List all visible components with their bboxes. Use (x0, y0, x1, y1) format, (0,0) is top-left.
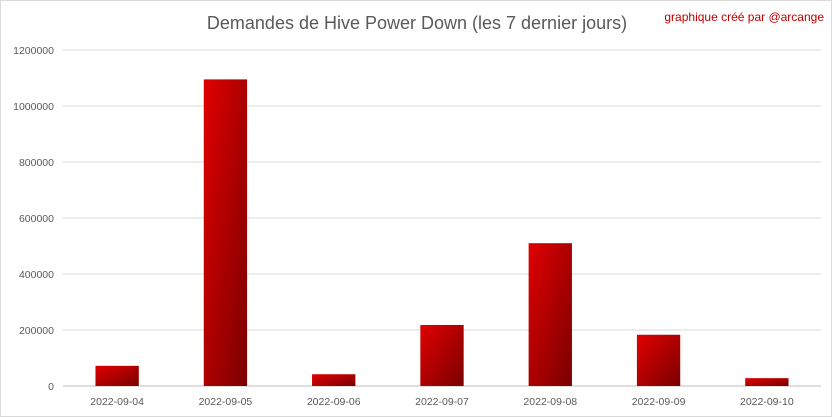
y-tick-label: 600000 (19, 213, 54, 225)
chart-title: Demandes de Hive Power Down (les 7 derni… (207, 13, 627, 33)
y-tick-label: 1000000 (13, 101, 54, 113)
x-tick-label: 2022-09-04 (90, 396, 144, 408)
y-tick-label: 1200000 (13, 45, 54, 57)
x-tick-label: 2022-09-07 (415, 396, 469, 408)
y-tick-label: 800000 (19, 157, 54, 169)
chart-credit: graphique créé par @arcange (664, 10, 824, 24)
bar-2022-09-06 (312, 374, 356, 386)
gridlines (63, 49, 821, 387)
bar-2022-09-05 (203, 79, 248, 387)
x-tick-label: 2022-09-06 (307, 396, 361, 408)
bar-2022-09-07 (420, 324, 464, 386)
x-tick-label: 2022-09-10 (740, 396, 794, 408)
y-tick-label: 0 (48, 381, 54, 393)
y-axis-ticks: 0 200000 400000 600000 800000 1000000 1200000 (13, 45, 54, 393)
bar-2022-09-08 (528, 243, 572, 386)
bars (95, 79, 789, 387)
y-tick-label: 400000 (19, 269, 54, 281)
x-axis-ticks: 2022-09-04 2022-09-05 2022-09-06 2022-09-07… (90, 396, 794, 408)
x-tick-label: 2022-09-09 (632, 396, 686, 408)
x-tick-label: 2022-09-05 (199, 396, 253, 408)
bar-2022-09-09 (636, 334, 681, 386)
bar-2022-09-10 (745, 378, 789, 386)
bar-2022-09-04 (95, 365, 139, 386)
y-tick-label: 200000 (19, 325, 54, 337)
x-tick-label: 2022-09-08 (523, 396, 577, 408)
